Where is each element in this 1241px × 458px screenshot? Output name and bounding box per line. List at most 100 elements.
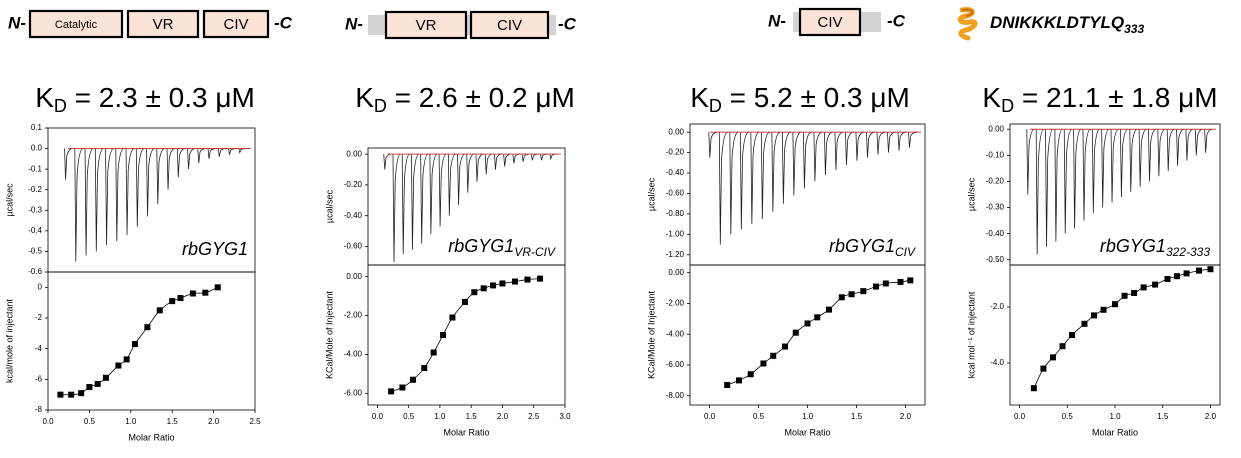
injection-peak: [1073, 128, 1082, 229]
x-tick-label: 2.5: [249, 417, 261, 426]
injection-peak: [521, 153, 530, 162]
y-axis-label: µcal/sec: [646, 177, 656, 211]
sample-subscript: VR-CIV: [514, 245, 556, 259]
injection-peak: [383, 153, 392, 170]
injection-peak: [908, 131, 917, 148]
x-tick-label: 2.0: [208, 417, 220, 426]
sample-label: rbGYG1322-333: [1100, 236, 1210, 259]
x-tick-label: 3.0: [559, 412, 571, 421]
fit-curve: [60, 286, 218, 396]
y-tick-label: -6.00: [344, 388, 363, 397]
y-tick-label: -4.0: [990, 358, 1004, 367]
injection-peak: [1185, 128, 1194, 161]
x-tick-label: 1.0: [1109, 412, 1121, 421]
data-point: [814, 314, 821, 321]
x-tick-label: 0.0: [372, 412, 384, 421]
data-point: [430, 349, 437, 356]
x-tick-label: 2.0: [900, 412, 912, 421]
injection-peak: [74, 148, 84, 262]
y-tick-label: -0.2: [28, 185, 42, 194]
peptide-subscript: 333: [1124, 22, 1144, 36]
injection-peak: [876, 131, 886, 155]
injection-peak: [1157, 128, 1166, 177]
data-point: [1049, 354, 1056, 361]
injection-peak: [549, 153, 558, 161]
injection-peak: [1082, 128, 1091, 221]
injection-peak: [457, 153, 466, 205]
injection-peak: [238, 148, 247, 155]
y-tick-label: -0.5: [28, 247, 42, 256]
n-terminus: N-: [8, 13, 26, 32]
injection-peak: [115, 148, 125, 242]
kd-value: KD = 5.2 ± 0.3 μM: [690, 82, 910, 115]
kd-text: = 2.3 ± 0.3 μM: [67, 82, 255, 113]
x-tick-label: 0.5: [753, 412, 765, 421]
sample-label: rbGYG1CIV: [829, 236, 916, 259]
injection-peak: [105, 148, 114, 246]
y-tick-label: -4.00: [344, 350, 363, 359]
data-point: [144, 324, 151, 331]
data-point: [421, 365, 428, 372]
data-point: [1183, 270, 1190, 277]
data-point: [882, 280, 889, 287]
data-point: [1207, 266, 1214, 273]
plot-frame: [1009, 264, 1221, 406]
domain-box: [798, 7, 862, 37]
injection-peak: [484, 153, 493, 175]
y-tick-label: -4: [35, 344, 43, 353]
x-tick-label: 2.0: [1205, 412, 1217, 421]
injection-peak: [1101, 128, 1110, 208]
peptide-sequence: DNIKKKLDTYLQ: [990, 13, 1124, 32]
y-tick-label: -8: [35, 405, 43, 414]
x-tick-label: 1.5: [1157, 412, 1169, 421]
injection-peak: [1148, 128, 1157, 182]
data-point: [78, 390, 85, 397]
y-tick-label: 0.00: [668, 268, 684, 277]
data-point: [189, 290, 196, 297]
data-point: [94, 380, 101, 387]
data-point: [1091, 312, 1097, 319]
injection-peak: [94, 148, 104, 252]
y-tick-label: -1.20: [666, 250, 685, 259]
y-tick-label: 0.00: [988, 124, 1004, 133]
y-tick-label: -0.20: [344, 180, 363, 189]
data-point: [1152, 281, 1159, 288]
y-axis-label: µcal/sec: [966, 177, 976, 211]
x-tick-label: 1.5: [851, 412, 863, 421]
y-tick-label: -2.00: [666, 299, 685, 308]
sample-label: rbGYG1VR-CIV: [448, 236, 556, 259]
y-tick-label: -0.20: [986, 177, 1005, 186]
data-point: [410, 376, 417, 383]
injection-peak: [187, 148, 196, 170]
x-axis-label: Molar Ratio: [784, 427, 830, 437]
data-point: [770, 352, 777, 359]
plot-frame: [367, 264, 566, 406]
x-tick-label: 0.0: [1014, 412, 1026, 421]
injection-peak: [1138, 128, 1147, 187]
data-point: [826, 306, 833, 313]
injection-peak: [1054, 128, 1063, 242]
injection-peak: [392, 153, 401, 262]
kd-text: = 21.1 ± 1.8 μM: [1014, 82, 1218, 113]
y-tick-label: -4.00: [666, 329, 685, 338]
data-point: [1112, 301, 1118, 308]
injection-peak: [438, 153, 447, 227]
injection-peak: [824, 131, 833, 176]
fit-curve: [391, 278, 541, 392]
y-tick-label: -0.1: [28, 164, 42, 173]
y-axis-label: kcal/mole of injectant: [4, 298, 14, 383]
helix-icon: [957, 7, 978, 41]
data-point: [388, 388, 395, 395]
data-point: [1196, 267, 1202, 274]
kd-symbol: K: [355, 82, 374, 113]
data-point: [1174, 273, 1181, 280]
injection-peak: [845, 131, 854, 165]
domain-label: CIV: [817, 14, 842, 31]
data-point: [449, 314, 456, 321]
injection-peak: [1166, 128, 1175, 172]
domain-label: CIV: [223, 16, 248, 33]
injection-peak: [834, 131, 844, 170]
injection-peak: [64, 148, 73, 180]
injection-peak: [1120, 128, 1129, 198]
y-tick-label: 0.00: [346, 272, 362, 281]
